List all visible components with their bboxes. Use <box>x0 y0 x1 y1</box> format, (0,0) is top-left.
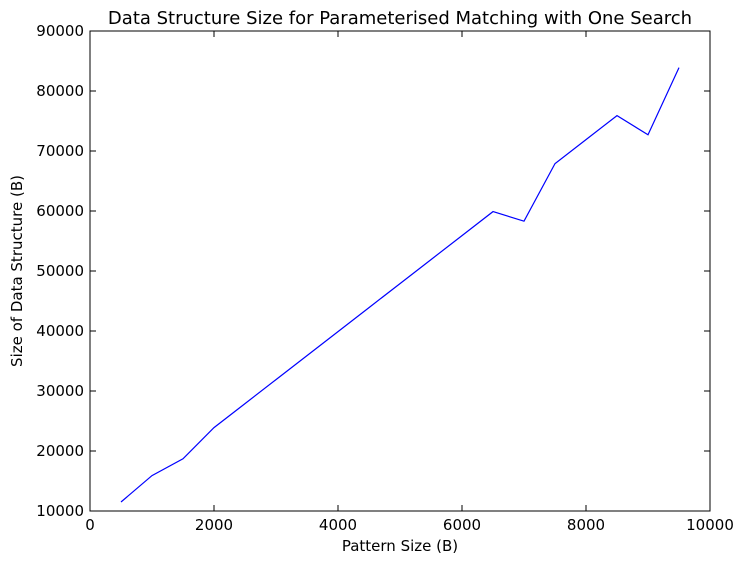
y-axis-title: Size of Data Structure (B) <box>8 175 26 367</box>
y-tick-label: 10000 <box>36 502 84 520</box>
x-axis-title: Pattern Size (B) <box>342 537 458 555</box>
x-tick-label: 8000 <box>567 516 605 534</box>
y-axis: 10000 20000 30000 40000 50000 60000 70000 80000… <box>36 22 710 520</box>
plot-frame <box>89 30 711 512</box>
x-tick-label: 0 <box>85 516 95 534</box>
chart-title: Data Structure Size for Parameterised Ma… <box>108 8 692 29</box>
y-tick-label: 70000 <box>36 142 84 160</box>
y-tick-label: 20000 <box>36 442 84 460</box>
x-tick-label: 2000 <box>195 516 233 534</box>
x-tick-label: 4000 <box>319 516 357 534</box>
data-series-line <box>120 67 680 503</box>
x-tick-label: 10000 <box>686 516 734 534</box>
series-layer <box>120 67 680 503</box>
y-tick-label: 80000 <box>36 82 84 100</box>
y-tick-label: 90000 <box>36 22 84 40</box>
x-tick-label: 6000 <box>443 516 481 534</box>
y-tick-label: 40000 <box>36 322 84 340</box>
y-tick-label: 30000 <box>36 382 84 400</box>
y-tick-label: 60000 <box>36 202 84 220</box>
y-tick-label: 50000 <box>36 262 84 280</box>
x-axis: 0 2000 4000 6000 8000 10000 <box>85 31 734 534</box>
